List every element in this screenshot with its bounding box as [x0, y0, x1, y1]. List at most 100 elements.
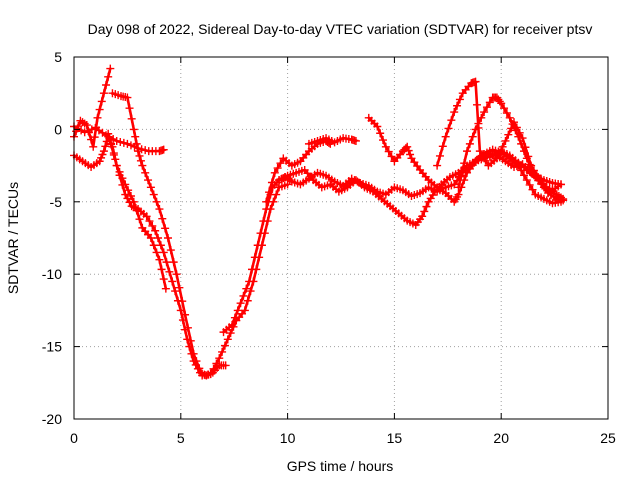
data-point [192, 357, 201, 366]
data-point [206, 370, 215, 379]
data-point [475, 147, 484, 156]
data-point [116, 137, 125, 146]
data-point [497, 99, 506, 108]
data-point [115, 171, 124, 180]
data-point [242, 284, 251, 293]
data-point [525, 180, 534, 189]
data-point [481, 156, 490, 165]
data-point [471, 77, 480, 86]
series-arc-4 [104, 129, 230, 380]
data-point [124, 186, 133, 195]
data-point [118, 180, 127, 189]
data-point [447, 116, 456, 125]
data-point [245, 277, 254, 286]
data-point [270, 168, 279, 177]
data-point [149, 190, 158, 199]
series-line [222, 152, 565, 334]
data-point [504, 130, 513, 139]
data-point [420, 207, 429, 216]
data-point [102, 80, 111, 89]
data-point [262, 205, 271, 214]
x-tick-label: 25 [600, 430, 616, 446]
data-point [101, 142, 110, 151]
data-point [172, 270, 181, 279]
data-point [141, 146, 150, 155]
data-point [159, 248, 168, 257]
data-point [97, 97, 106, 106]
data-point [522, 176, 531, 185]
data-point [404, 146, 413, 155]
x-tick-label: 5 [177, 430, 185, 446]
data-point [379, 136, 388, 145]
data-point [226, 329, 235, 338]
data-point [77, 126, 86, 135]
data-point [155, 255, 164, 264]
data-point [123, 93, 132, 102]
data-point [276, 159, 285, 168]
data-point [478, 151, 487, 160]
series-arc-6 [219, 150, 568, 337]
y-tick-label: 0 [54, 121, 62, 137]
data-point [351, 136, 360, 145]
data-point [209, 364, 218, 373]
data-point [259, 217, 268, 226]
y-axis-label: SDTVAR / TECUs [5, 182, 21, 294]
data-point [474, 119, 483, 128]
data-point [454, 183, 463, 192]
data-point [262, 197, 271, 206]
axis-ticks: 0 5 10 15 20 25 -20 -15 -10 -5 0 5 [42, 49, 616, 446]
data-point [250, 253, 259, 262]
data-point [267, 178, 276, 187]
data-point [165, 267, 174, 276]
data-point [87, 125, 96, 134]
data-point [528, 166, 537, 175]
data-point [253, 241, 262, 250]
data-point [89, 142, 98, 151]
data-point [525, 160, 534, 169]
data-point [482, 103, 491, 112]
y-tick-label: -10 [42, 266, 62, 282]
data-point [104, 72, 113, 81]
data-point [126, 141, 135, 150]
series-arc-1 [70, 64, 115, 151]
data-point [145, 217, 154, 226]
data-point [273, 164, 282, 173]
data-point [435, 151, 444, 160]
data-point [220, 341, 229, 350]
data-point [454, 190, 463, 199]
data-point [223, 335, 232, 344]
data-point [82, 121, 91, 130]
data-point [127, 114, 136, 123]
data-point [195, 364, 204, 373]
data-point [131, 132, 140, 141]
data-point [136, 156, 145, 165]
series-line [106, 132, 227, 377]
data-point [152, 197, 161, 206]
data-point [511, 126, 520, 135]
data-point [98, 150, 107, 159]
data-point [246, 287, 255, 296]
data-point [505, 113, 514, 122]
data-point [453, 101, 462, 110]
data-point [468, 132, 477, 141]
data-point [441, 132, 450, 141]
data-point [156, 241, 165, 250]
data-point [492, 154, 501, 163]
data-point [514, 132, 523, 141]
data-point [471, 125, 480, 134]
data-point [135, 215, 144, 224]
x-tick-label: 0 [70, 430, 78, 446]
series-arc-12 [454, 93, 566, 195]
data-point [376, 129, 385, 138]
data-point [138, 161, 147, 170]
y-tick-label: -15 [42, 339, 62, 355]
data-point [221, 361, 230, 370]
data-point [163, 234, 172, 242]
data-point [236, 299, 245, 308]
data-point [495, 148, 504, 157]
data-point [519, 171, 528, 180]
data-point [99, 89, 108, 98]
data-point [132, 139, 141, 148]
data-point [166, 246, 175, 255]
